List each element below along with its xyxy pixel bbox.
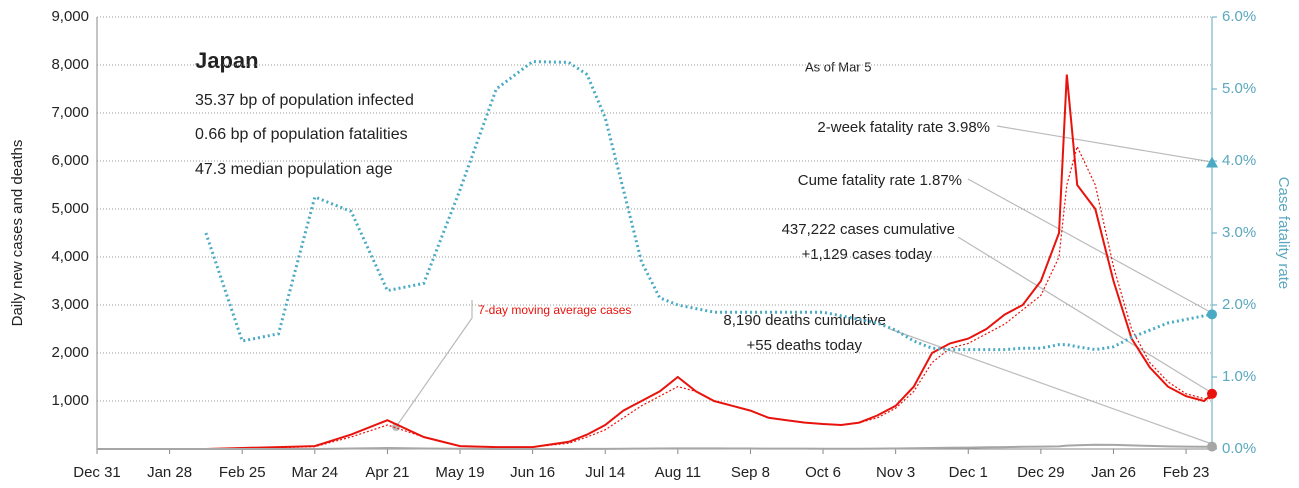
fatality-2wk-marker: [1206, 156, 1218, 168]
leader-line: [889, 328, 1213, 445]
fact: 0.66 bp of population fatalities: [195, 126, 408, 143]
x-tick-label: Apr 21: [365, 464, 409, 481]
y2-tick-label: 1.0%: [1222, 368, 1256, 385]
annotation: 8,190 deaths cumulative: [723, 312, 886, 329]
y2-tick-label: 6.0%: [1222, 8, 1256, 25]
x-tick-label: Sep 8: [731, 464, 770, 481]
leader-line: [996, 125, 1213, 163]
x-tick-label: Jul 14: [585, 464, 625, 481]
y-tick-label: 9,000: [51, 8, 89, 25]
series-line: [97, 144, 1212, 450]
end-marker: [1207, 441, 1217, 452]
annotation: +1,129 cases today: [801, 246, 932, 263]
end-marker: [1207, 309, 1217, 320]
y-tick-label: 8,000: [51, 56, 89, 73]
y2-tick-label: 0.0%: [1222, 440, 1256, 457]
annotation: 2-week fatality rate 3.98%: [817, 119, 990, 136]
y2-tick-label: 4.0%: [1222, 152, 1256, 169]
y-tick-label: 2,000: [51, 344, 89, 361]
end-marker: [1207, 388, 1217, 399]
x-tick-label: Dec 29: [1017, 464, 1065, 481]
annotation: +55 deaths today: [746, 337, 862, 354]
y-tick-label: 7,000: [51, 104, 89, 121]
y-tick-label: 6,000: [51, 152, 89, 169]
x-tick-label: Jun 16: [510, 464, 555, 481]
series-line: [204, 60, 1213, 352]
series-line: [97, 443, 1213, 450]
country-title: Japan: [195, 48, 259, 73]
as-of: As of Mar 5: [805, 59, 871, 74]
x-tick-label: Aug 11: [655, 464, 701, 481]
y2-tick-label: 2.0%: [1222, 296, 1256, 313]
x-tick-label: Oct 6: [805, 464, 841, 481]
x-tick-label: Jan 26: [1091, 464, 1136, 481]
series-label: 7-day moving average cases: [478, 303, 631, 317]
y-axis-title: Daily new cases and deaths: [9, 140, 26, 327]
x-tick-label: Nov 3: [876, 464, 915, 481]
fact: 35.37 bp of population infected: [195, 92, 414, 109]
y-tick-label: 4,000: [51, 248, 89, 265]
y-tick-label: 1,000: [51, 392, 89, 409]
y2-tick-label: 3.0%: [1222, 224, 1256, 241]
x-tick-label: Feb 23: [1163, 464, 1210, 481]
x-tick-label: Jan 28: [147, 464, 192, 481]
annotation: Cume fatality rate 1.87%: [798, 172, 962, 189]
y-tick-label: 3,000: [51, 296, 89, 313]
leader-line: [957, 236, 1213, 394]
leader-line: [395, 300, 473, 428]
x-tick-label: Dec 31: [73, 464, 121, 481]
y-tick-label: 5,000: [51, 200, 89, 217]
x-tick-label: Feb 25: [219, 464, 266, 481]
y2-tick-label: 5.0%: [1222, 80, 1256, 97]
x-tick-label: Dec 1: [949, 464, 988, 481]
annotation: 437,222 cases cumulative: [782, 221, 955, 238]
x-tick-label: May 19: [435, 464, 484, 481]
x-tick-label: Mar 24: [291, 464, 338, 481]
fact: 47.3 median population age: [195, 161, 393, 178]
y2-axis-title: Case fatality rate: [1275, 177, 1292, 290]
leader-line: [967, 178, 1213, 314]
